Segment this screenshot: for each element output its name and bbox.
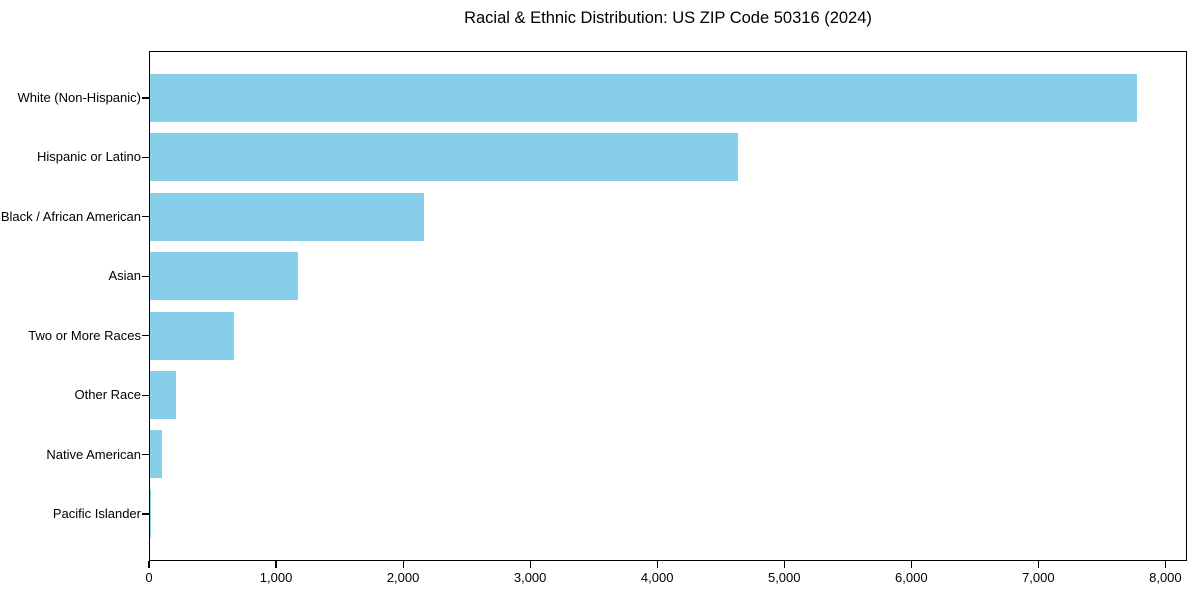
bar [150, 371, 177, 419]
bar [150, 430, 163, 479]
bar [150, 133, 739, 182]
x-tick-label: 3,000 [513, 570, 547, 585]
y-tick-label: Native American [46, 446, 141, 462]
x-tick-label: 2,000 [386, 570, 420, 585]
x-tick-mark [275, 561, 277, 568]
y-tick-mark [142, 275, 149, 277]
y-tick-label: Pacific Islander [52, 506, 141, 522]
x-tick-mark [1164, 561, 1166, 568]
y-tick-label: Black / African American [0, 208, 141, 224]
bar [150, 73, 1138, 122]
plot-area [149, 51, 1187, 561]
y-tick-label: Other Race [74, 387, 141, 403]
x-tick-mark [783, 561, 785, 568]
x-tick-label: 6,000 [895, 570, 928, 585]
x-tick-mark [1037, 561, 1039, 568]
bar [150, 311, 234, 360]
bar [150, 489, 152, 538]
x-tick-label: 5,000 [767, 570, 801, 585]
x-tick-label: 7,000 [1022, 570, 1055, 585]
y-tick-mark [142, 156, 149, 159]
x-tick-mark [148, 561, 150, 568]
y-tick-mark [142, 216, 149, 218]
chart-title: Racial & Ethnic Distribution: US ZIP Cod… [464, 9, 872, 27]
y-tick-label: Hispanic or Latino [36, 149, 141, 165]
y-tick-label: Asian [108, 268, 141, 284]
y-tick-mark [142, 394, 149, 396]
x-tick-label: 1,000 [259, 570, 293, 585]
x-tick-mark [529, 561, 531, 568]
x-tick-label: 4,000 [640, 570, 674, 585]
y-tick-mark [142, 335, 149, 337]
x-tick-mark [910, 561, 912, 568]
y-tick-mark [142, 97, 149, 99]
x-tick-label: 8,000 [1149, 570, 1182, 585]
x-tick-mark [402, 561, 404, 568]
x-tick-mark [656, 561, 658, 568]
y-tick-label: White (Non-Hispanic) [17, 90, 141, 105]
x-tick-label: 0 [145, 570, 153, 585]
bar [150, 252, 298, 301]
bar [150, 192, 424, 241]
y-tick-mark [142, 454, 149, 456]
y-tick-mark [142, 513, 149, 515]
y-tick-label: Two or More Races [28, 327, 141, 343]
